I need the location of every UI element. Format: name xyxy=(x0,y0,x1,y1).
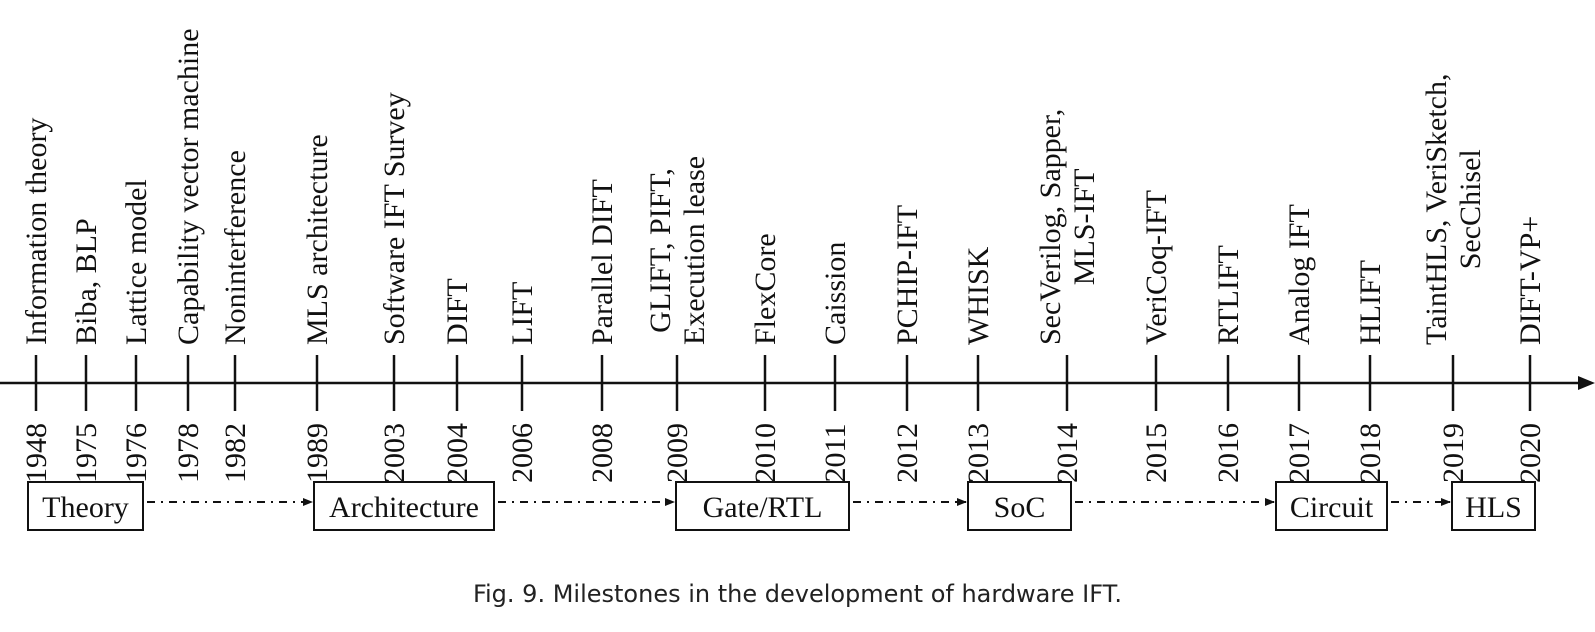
milestone-2014: 2014 SecVerilog, Sapper, MLS-IFT xyxy=(1034,109,1101,483)
phase-label: Architecture xyxy=(329,491,479,524)
year-label: 2017 xyxy=(1283,423,1316,483)
milestone-1982: 1982 Noninterference xyxy=(219,150,252,483)
phase-box xyxy=(967,481,1072,531)
milestone-2018: 2018 HLIFT xyxy=(1354,260,1387,483)
timeline-axis-arrowhead xyxy=(1578,376,1595,390)
year-label: 1978 xyxy=(172,423,205,483)
milestone-label: LIFT xyxy=(506,282,539,345)
year-label: 2012 xyxy=(891,423,924,483)
milestone-label: GLIFT, PIFT, xyxy=(644,168,677,333)
year-label: 2006 xyxy=(506,423,539,483)
milestone-2010: 2010 FlexCore xyxy=(749,233,782,483)
milestone-2011: 2011 Caission xyxy=(819,242,852,483)
year-label: 1982 xyxy=(219,423,252,483)
phase-box xyxy=(27,481,144,531)
milestone-2020: 2020 DIFT-VP+ xyxy=(1514,216,1547,483)
milestone-label: FlexCore xyxy=(749,233,782,345)
milestone-2004: 2004 DIFT xyxy=(441,278,474,483)
year-label: 2003 xyxy=(378,423,411,483)
milestone-2019: 2019 TaintHLS, VeriSketch, SecChisel xyxy=(1420,74,1487,483)
milestone-group: 1948 Information theory 1975 Biba, BLP 1976 L… xyxy=(20,28,1547,483)
phase-label: Theory xyxy=(42,491,129,524)
milestone-label: VeriCoq-IFT xyxy=(1140,190,1173,345)
ift-milestone-diagram: 1948 Information theory 1975 Biba, BLP 1976 L… xyxy=(0,28,1595,531)
milestone-2008: 2008 Parallel DIFT xyxy=(586,179,619,483)
year-label: 1948 xyxy=(20,423,53,483)
year-label: 1976 xyxy=(120,423,153,483)
phase-circuit: Circuit xyxy=(1275,481,1388,531)
milestone-2006: 2006 LIFT xyxy=(506,282,539,483)
milestone-label: SecVerilog, Sapper, xyxy=(1034,109,1067,345)
phase-architecture: Architecture xyxy=(313,481,495,531)
milestone-label: Noninterference xyxy=(219,150,252,345)
milestone-label: Caission xyxy=(819,242,852,345)
milestone-2016: 2016 RTLIFT xyxy=(1212,245,1245,483)
milestone-label: RTLIFT xyxy=(1212,245,1245,345)
milestone-label: DIFT-VP+ xyxy=(1514,216,1547,345)
phase-box xyxy=(313,481,495,531)
milestone-label: TaintHLS, VeriSketch, xyxy=(1420,74,1453,345)
year-label: 2018 xyxy=(1354,423,1387,483)
milestone-label: DIFT xyxy=(441,278,474,345)
year-label: 2013 xyxy=(962,423,995,483)
milestone-label: WHISK xyxy=(962,246,995,345)
milestone-2013: 2013 WHISK xyxy=(962,246,995,483)
phase-box xyxy=(675,481,850,531)
milestone-2012: 2012 PCHIP-IFT xyxy=(891,205,924,483)
year-label: 2009 xyxy=(661,423,694,483)
phase-label: SoC xyxy=(994,491,1046,524)
milestone-label: Execution lease xyxy=(678,156,711,345)
milestone-1978: 1978 Capability vector machine xyxy=(172,28,205,483)
year-label: 2004 xyxy=(441,423,474,483)
phase-hls: HLS xyxy=(1451,481,1536,531)
milestone-label: Lattice model xyxy=(120,179,153,345)
phase-label: Gate/RTL xyxy=(703,491,823,524)
figure-caption: Fig. 9. Milestones in the development of… xyxy=(472,580,1123,608)
milestone-label: Biba, BLP xyxy=(70,218,103,345)
phase-group: Theory Architecture Gate/RTL SoC Circuit HLS xyxy=(27,481,1536,531)
milestone-label: Information theory xyxy=(20,118,53,345)
milestone-label: MLS architecture xyxy=(301,134,334,345)
milestone-1989: 1989 MLS architecture xyxy=(301,134,334,483)
milestone-2017: 2017 Analog IFT xyxy=(1283,204,1316,483)
year-label: 2014 xyxy=(1051,423,1084,483)
year-label: 2008 xyxy=(586,423,619,483)
milestone-1948: 1948 Information theory xyxy=(20,118,53,483)
milestone-label: Software IFT Survey xyxy=(378,92,411,345)
milestone-1975: 1975 Biba, BLP xyxy=(70,218,103,483)
milestone-label: PCHIP-IFT xyxy=(891,205,924,345)
milestone-1976: 1976 Lattice model xyxy=(120,179,153,483)
milestone-label: Parallel DIFT xyxy=(586,179,619,345)
year-label: 2016 xyxy=(1212,423,1245,483)
milestone-label: HLIFT xyxy=(1354,260,1387,345)
milestone-label: MLS-IFT xyxy=(1068,169,1101,286)
phase-soc: SoC xyxy=(967,481,1072,531)
phase-box xyxy=(1451,481,1536,531)
year-label: 2019 xyxy=(1437,423,1470,483)
phase-box xyxy=(1275,481,1388,531)
milestone-label: SecChisel xyxy=(1454,149,1487,269)
milestone-label: Analog IFT xyxy=(1283,204,1316,345)
phase-label: HLS xyxy=(1465,491,1522,524)
milestone-2015: 2015 VeriCoq-IFT xyxy=(1140,190,1173,483)
year-label: 2010 xyxy=(749,423,782,483)
year-label: 2020 xyxy=(1514,423,1547,483)
year-label: 1975 xyxy=(70,423,103,483)
year-label: 2011 xyxy=(819,424,852,483)
year-label: 2015 xyxy=(1140,423,1173,483)
phase-gate-rtl: Gate/RTL xyxy=(675,481,850,531)
phase-theory: Theory xyxy=(27,481,144,531)
milestone-label: Capability vector machine xyxy=(172,28,205,345)
milestone-2003: 2003 Software IFT Survey xyxy=(378,92,411,483)
phase-label: Circuit xyxy=(1290,491,1374,524)
year-label: 1989 xyxy=(301,423,334,483)
milestone-2009: 2009 GLIFT, PIFT, Execution lease xyxy=(644,156,711,483)
